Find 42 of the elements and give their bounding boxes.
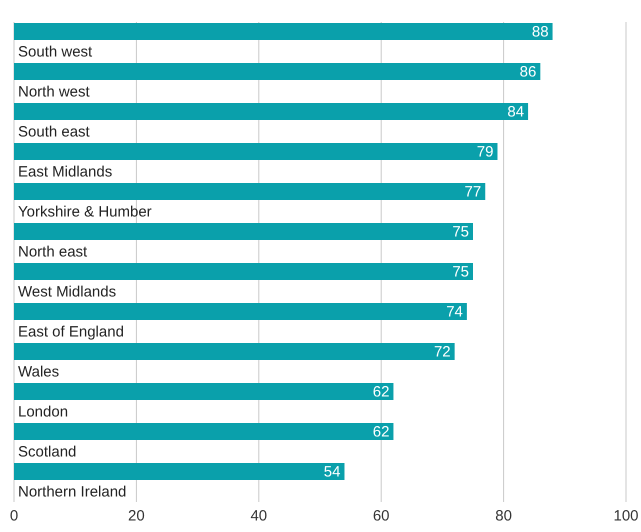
bar xyxy=(14,263,473,280)
bar xyxy=(14,103,528,120)
data-label: 75 xyxy=(452,224,469,240)
data-label: 72 xyxy=(434,344,451,360)
x-tick-label: 40 xyxy=(250,508,268,525)
bar xyxy=(14,343,455,360)
data-label: 74 xyxy=(446,304,463,320)
x-tick-label: 0 xyxy=(10,508,18,525)
data-label: 84 xyxy=(507,104,524,120)
y-tick-label: West Midlands xyxy=(18,284,116,300)
bar xyxy=(14,303,467,320)
data-label: 77 xyxy=(464,184,482,200)
data-label: 62 xyxy=(372,384,390,400)
y-tick-label: South west xyxy=(18,44,94,60)
bar xyxy=(14,63,540,80)
bar xyxy=(14,143,498,160)
y-tick-label: London xyxy=(18,404,68,420)
y-tick-label: North west xyxy=(18,84,91,100)
data-label: 86 xyxy=(520,64,536,80)
bar xyxy=(14,183,486,200)
y-tick-label: Yorkshire & Humber xyxy=(18,204,152,220)
y-tick-label: East of England xyxy=(18,324,124,340)
bar xyxy=(14,23,553,40)
bar xyxy=(14,423,394,440)
data-label: 79 xyxy=(476,144,494,160)
x-tick-label: 80 xyxy=(495,508,512,525)
y-tick-label: East Midlands xyxy=(18,164,112,180)
data-label: 75 xyxy=(452,264,469,280)
bar xyxy=(14,383,394,400)
bar xyxy=(14,463,344,480)
y-tick-label: Scotland xyxy=(18,444,76,460)
y-tick-label: North east xyxy=(18,244,88,260)
y-tick-label: Northern Ireland xyxy=(18,484,126,500)
x-tick-label: 100 xyxy=(613,508,639,525)
data-label: 54 xyxy=(324,464,340,480)
x-tick-label: 20 xyxy=(128,508,145,525)
y-tick-label: South east xyxy=(18,124,91,140)
bar xyxy=(14,223,473,240)
data-label: 88 xyxy=(532,24,549,40)
data-label: 62 xyxy=(372,424,390,440)
y-tick-label: Wales xyxy=(18,364,60,380)
x-tick-label: 60 xyxy=(372,508,390,525)
